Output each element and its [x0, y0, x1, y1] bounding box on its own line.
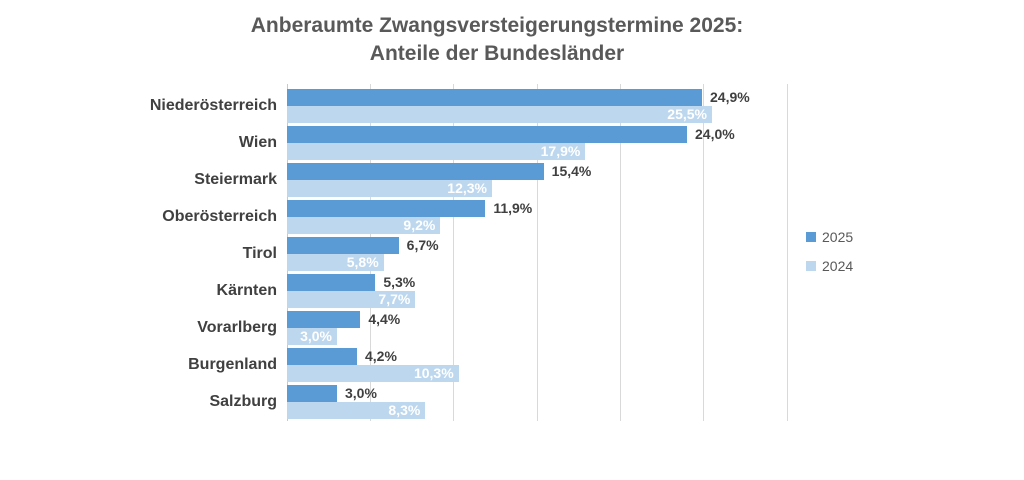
bar-2024: 7,7%: [287, 290, 416, 308]
category-label: Wien: [238, 133, 277, 151]
value-label-2025: 11,9%: [493, 199, 533, 216]
value-label-2024: 12,3%: [447, 180, 487, 196]
value-label-2024: 25,5%: [667, 106, 707, 122]
bar-2025: [287, 88, 702, 106]
value-label-2025: 15,4%: [551, 162, 592, 179]
chart-title-line2: Anteile der Bundesländer: [369, 42, 625, 65]
bar-2025: [287, 273, 376, 291]
bar-2025: [287, 347, 357, 365]
category-label: Kärnten: [216, 281, 277, 299]
bar-2025: [287, 125, 687, 143]
legend-item-2025: 2025: [806, 229, 853, 245]
chart-title: Anberaumte Zwangsversteigerungstermine 2…: [152, 12, 842, 68]
bar-2024: 17,9%: [287, 142, 586, 160]
category-label: Salzburg: [209, 392, 277, 410]
value-label-2024: 7,7%: [378, 291, 411, 307]
bar-2025: [287, 236, 399, 254]
legend-item-2024: 2024: [806, 258, 853, 274]
category-label: Vorarlberg: [197, 318, 277, 336]
value-label-2025: 5,3%: [383, 273, 416, 290]
bar-2024: 25,5%: [287, 105, 712, 123]
value-label-2025: 4,4%: [368, 310, 401, 327]
category-label: Tirol: [242, 244, 277, 262]
bar-2025: [287, 162, 544, 180]
value-label-2024: 17,9%: [540, 143, 581, 159]
value-label-2025: 24,0%: [695, 125, 735, 142]
legend-swatch-2025-icon: [806, 232, 816, 242]
value-label-2025: 24,9%: [710, 88, 750, 105]
gridline-20: [619, 84, 621, 421]
gridline-30: [786, 84, 788, 421]
bar-group: 5,3% 7,7%: [287, 273, 787, 308]
bar-group: 11,9% 9,2%: [287, 199, 787, 234]
bar-2024: 10,3%: [287, 364, 459, 382]
plot-area: 24,9% 25,5% 24,0% 17,9% 15,4% 12,3% 11,9% 9,2% 6…: [286, 84, 788, 421]
value-label-2024: 9,2%: [403, 217, 436, 233]
bar-group: 4,4% 3,0%: [287, 310, 787, 345]
chart-title-line1: Anberaumte Zwangsversteigerungstermine 2…: [250, 14, 744, 37]
value-label-2024: 5,8%: [346, 254, 379, 270]
value-label-2025: 3,0%: [345, 384, 377, 401]
value-label-2025: 6,7%: [406, 236, 439, 253]
value-label-2024: 8,3%: [388, 402, 421, 418]
category-label: Burgenland: [188, 355, 277, 373]
bar-2025: [287, 199, 486, 217]
category-label: Niederösterreich: [149, 96, 277, 114]
bar-2025: [287, 384, 337, 402]
value-label-2025: 4,2%: [365, 347, 397, 364]
bar-2024: 9,2%: [287, 216, 441, 234]
bar-2024: 8,3%: [287, 401, 426, 419]
gridline-25: [703, 84, 705, 421]
bar-group: 4,2% 10,3%: [287, 347, 787, 382]
value-label-2024: 3,0%: [300, 328, 332, 344]
category-label: Oberösterreich: [162, 207, 277, 225]
bar-group: 15,4% 12,3%: [287, 162, 787, 197]
legend-swatch-2024-icon: [806, 261, 816, 271]
legend-label-2024: 2024: [822, 258, 854, 274]
category-axis: Niederösterreich Wien Steiermark Oberösterr…: [0, 84, 277, 421]
bar-group: 3,0% 8,3%: [287, 384, 787, 419]
legend-label-2025: 2025: [822, 229, 854, 245]
category-label: Steiermark: [194, 170, 277, 188]
legend: 2025 2024: [806, 229, 853, 287]
bar-group: 6,7% 5,8%: [287, 236, 787, 271]
bar-group: 24,9% 25,5%: [287, 88, 787, 123]
bar-2024: 3,0%: [287, 327, 337, 345]
bar-2024: 5,8%: [287, 253, 384, 271]
gridline-10: [453, 84, 455, 421]
gridline-15: [536, 84, 538, 421]
bar-2025: [287, 310, 361, 328]
value-label-2024: 10,3%: [413, 365, 454, 381]
bar-group: 24,0% 17,9%: [287, 125, 787, 160]
bar-2024: 12,3%: [287, 179, 492, 197]
